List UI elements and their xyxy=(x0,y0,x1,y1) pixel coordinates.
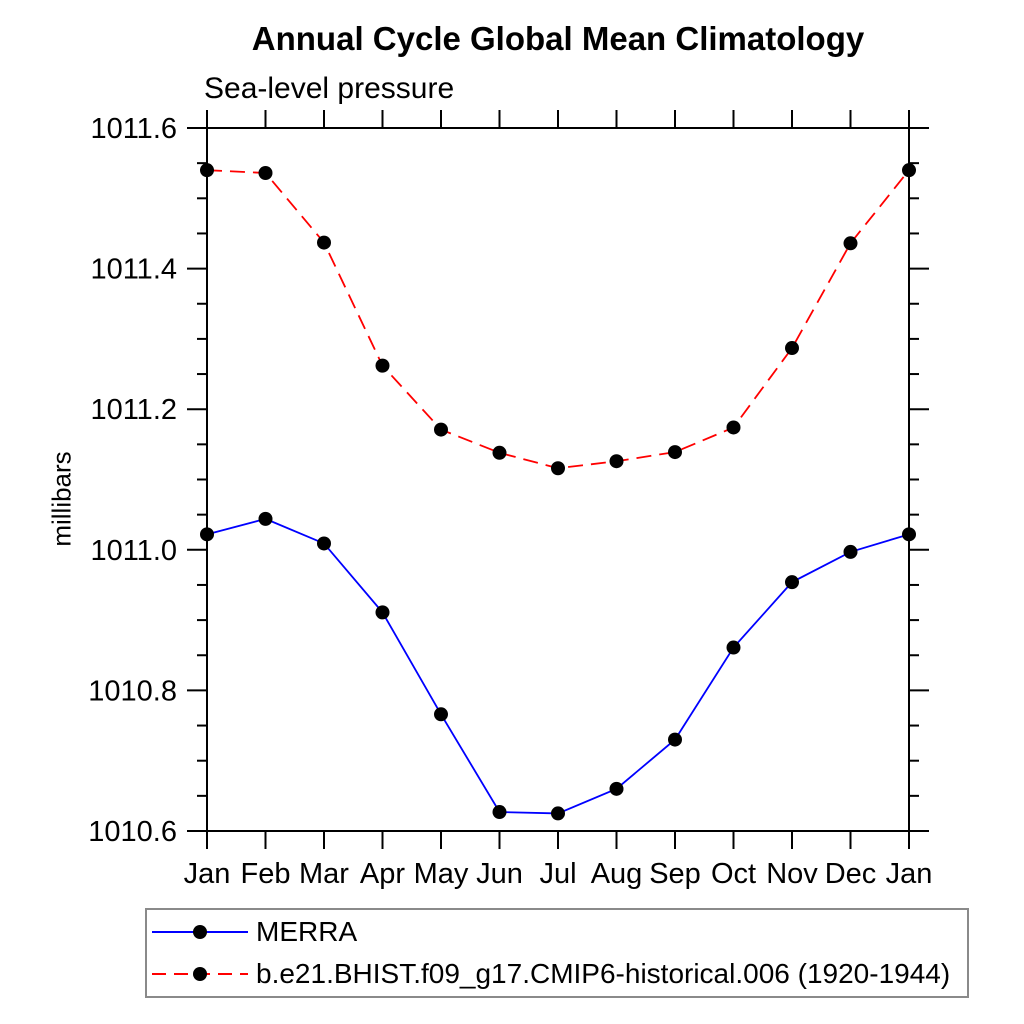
x-tick-label: Jan xyxy=(184,858,231,890)
y-tick-label: 1010.6 xyxy=(88,816,177,848)
legend-entry-merra: MERRA xyxy=(147,911,967,953)
data-point xyxy=(843,544,858,559)
legend: MERRA b.e21.BHIST.f09_g17.CMIP6-historic… xyxy=(145,908,969,998)
y-tick-label: 1011.0 xyxy=(90,535,177,567)
x-tick-label: Oct xyxy=(711,858,756,890)
x-tick-label: May xyxy=(414,858,469,890)
legend-entry-cmip6: b.e21.BHIST.f09_g17.CMIP6-historical.006… xyxy=(147,953,967,995)
data-point xyxy=(434,707,448,722)
data-point xyxy=(551,806,565,821)
data-point xyxy=(609,454,624,469)
merra-line-sample-icon xyxy=(152,924,248,939)
chart-title: Annual Cycle Global Mean Climatology xyxy=(251,20,865,57)
data-point xyxy=(375,605,390,620)
plot-frame xyxy=(206,127,910,832)
data-point xyxy=(668,445,682,460)
y-tick-label: 1011.4 xyxy=(90,254,177,286)
data-point xyxy=(609,781,624,796)
data-point xyxy=(492,445,507,460)
data-point xyxy=(258,511,273,526)
data-point xyxy=(258,165,273,180)
y-tick-label: 1011.2 xyxy=(90,394,177,426)
series-line-1 xyxy=(206,169,910,470)
data-point xyxy=(668,732,682,747)
data-point xyxy=(902,163,916,178)
x-tick-label: Nov xyxy=(766,858,818,890)
data-point xyxy=(726,640,741,655)
cmip6-line-sample-icon xyxy=(152,967,248,982)
x-tick-label: Mar xyxy=(299,858,349,890)
data-point xyxy=(317,536,331,551)
y-tick-label: 1011.6 xyxy=(90,113,177,145)
data-point xyxy=(843,236,858,251)
data-point xyxy=(434,422,448,437)
data-point xyxy=(785,341,799,356)
x-tick-label: Jun xyxy=(476,858,523,890)
y-tick-label: 1010.8 xyxy=(88,675,177,707)
x-tick-label: Feb xyxy=(241,858,291,890)
data-point xyxy=(200,527,214,542)
legend-label-cmip6: b.e21.BHIST.f09_g17.CMIP6-historical.006… xyxy=(256,958,951,990)
data-point xyxy=(551,461,565,476)
series-line-0 xyxy=(206,517,910,815)
data-point xyxy=(317,235,331,250)
x-tick-label: Jan xyxy=(886,858,933,890)
x-tick-label: Apr xyxy=(360,858,405,890)
x-tick-label: Dec xyxy=(825,858,877,890)
data-point xyxy=(902,527,916,542)
data-point xyxy=(726,420,741,435)
x-tick-label: Sep xyxy=(649,858,701,890)
legend-label-merra: MERRA xyxy=(256,915,358,947)
x-tick-label: Aug xyxy=(591,858,643,890)
data-point xyxy=(492,805,507,820)
data-point xyxy=(200,163,214,178)
x-tick-label: Jul xyxy=(539,858,576,890)
data-point xyxy=(785,575,799,590)
data-point xyxy=(375,358,390,373)
chart-subtitle: Sea-level pressure xyxy=(204,72,455,105)
